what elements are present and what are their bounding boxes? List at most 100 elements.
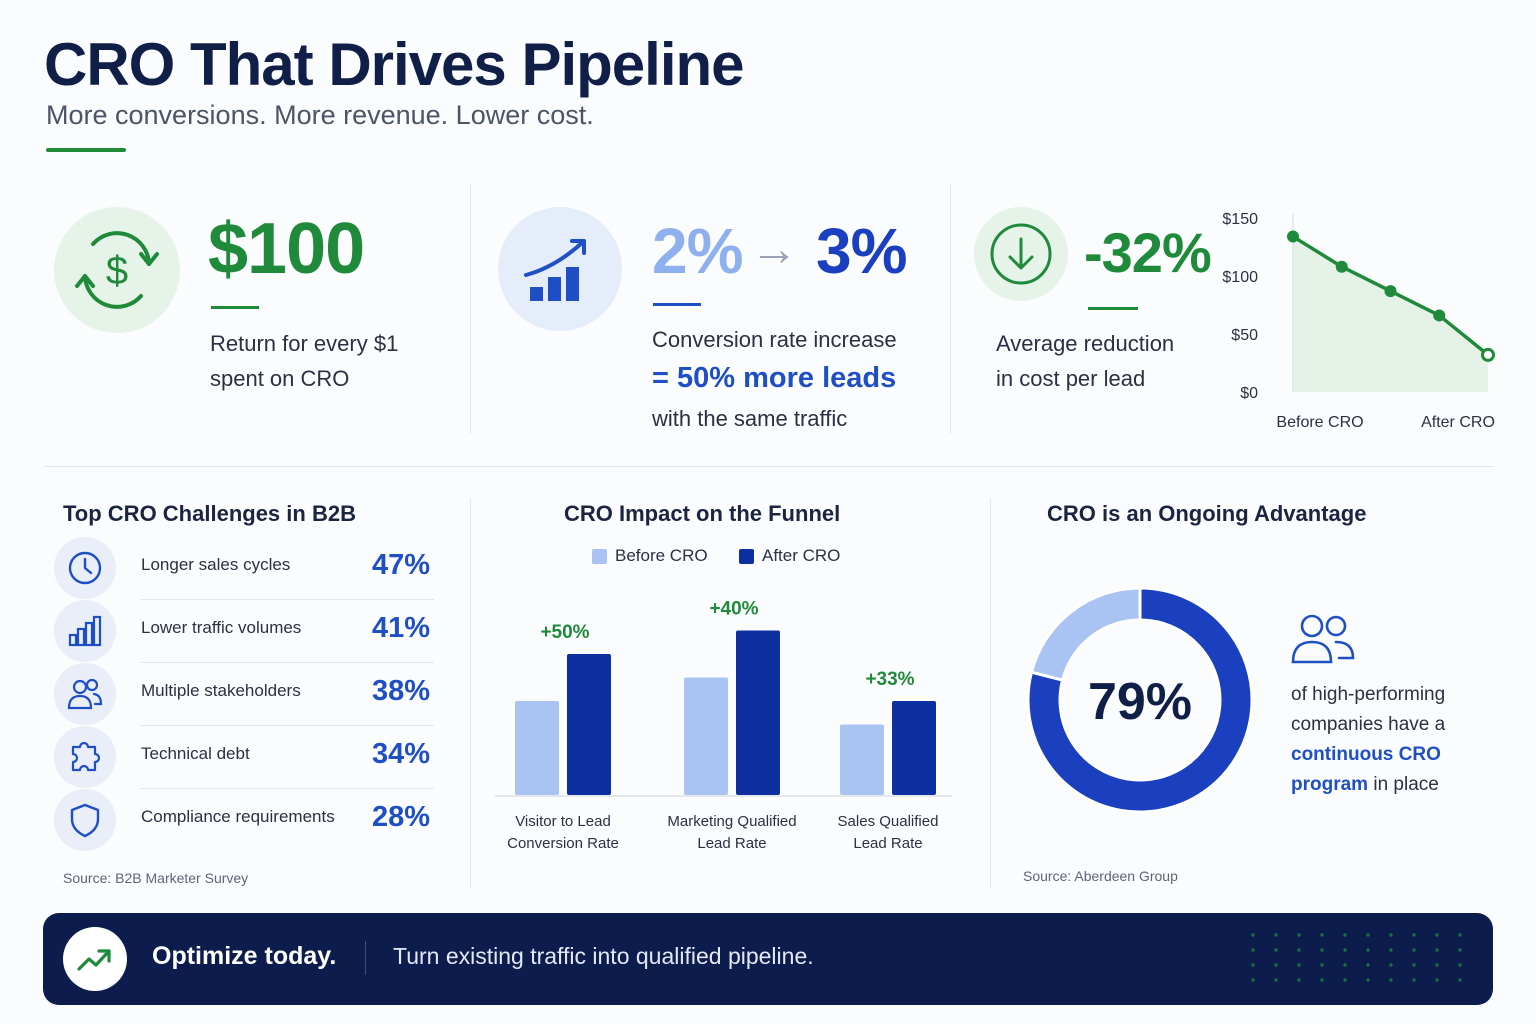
challenge-label: Multiple stakeholders — [141, 681, 301, 700]
challenge-row: Multiple stakeholders 38% — [54, 663, 434, 726]
bar-after — [567, 654, 611, 795]
y-tick-label: $100 — [1222, 269, 1258, 286]
funnel-title: CRO Impact on the Funnel — [564, 501, 841, 526]
trend-up-icon — [63, 927, 127, 991]
decorative-dot — [1297, 963, 1301, 967]
roi-text-line2: spent on CRO — [210, 366, 350, 391]
lift-label: +33% — [865, 669, 914, 690]
bar-before — [840, 724, 884, 795]
decorative-dot — [1366, 948, 1370, 952]
decorative-dot — [1274, 978, 1278, 982]
divider — [470, 184, 471, 434]
footer-headline: Optimize today. — [152, 942, 337, 970]
ongoing-text-line2: companies have a — [1291, 714, 1446, 735]
legend-swatch-before — [592, 548, 607, 564]
challenge-value: 34% — [371, 738, 430, 770]
title-accent-bar — [46, 148, 126, 152]
decorative-dot — [1320, 978, 1324, 982]
decorative-dot — [1251, 963, 1255, 967]
footer-text: Turn existing traffic into qualified pip… — [393, 943, 814, 969]
data-point — [1384, 285, 1397, 298]
decorative-dot — [1412, 963, 1416, 967]
challenge-value: 38% — [371, 675, 430, 707]
decorative-dot — [1320, 948, 1324, 952]
row-divider — [140, 662, 434, 663]
decorative-dot — [1251, 978, 1255, 982]
decorative-dot — [1297, 933, 1301, 937]
category-label: Sales Qualified — [838, 813, 939, 830]
challenges-title: Top CRO Challenges in B2B — [63, 501, 356, 526]
challenge-row: Technical debt 34% — [54, 726, 434, 789]
cost-underline — [1088, 307, 1138, 310]
decorative-dot — [1435, 933, 1439, 937]
decorative-dot — [1458, 933, 1462, 937]
challenges-source: Source: B2B Marketer Survey — [63, 870, 249, 886]
ongoing-text-highlight: continuous CRO — [1291, 744, 1441, 765]
roi-value: $100 — [208, 209, 365, 289]
funnel-bar-chart: +50% Visitor to Lead Conversion Rate +40% Ma… — [495, 599, 952, 852]
decorative-dot — [1320, 963, 1324, 967]
y-tick-label: $50 — [1231, 327, 1258, 344]
row-divider — [140, 788, 434, 789]
category-label: Conversion Rate — [507, 835, 619, 852]
category-label: Marketing Qualified — [667, 813, 796, 830]
legend-label-after: After CRO — [762, 546, 841, 565]
legend-swatch-after — [739, 548, 754, 564]
conversion-arrow: → — [750, 223, 798, 276]
conversion-text-highlight: = 50% more leads — [652, 362, 897, 394]
cost-per-lead-chart: $0 $50 $100 $150 Before CRO After CRO — [1222, 211, 1495, 431]
cost-value: -32% — [1084, 221, 1212, 284]
ongoing-source: Source: Aberdeen Group — [1023, 868, 1178, 884]
category-label: Lead Rate — [853, 835, 922, 852]
y-tick-label: $150 — [1222, 211, 1258, 228]
decorative-dot — [1320, 933, 1324, 937]
ongoing-donut-chart: 79% — [1026, 586, 1254, 814]
legend-label-before: Before CRO — [615, 546, 708, 565]
legend-after: After CRO — [739, 546, 840, 566]
conversion-to: 3% — [816, 215, 907, 287]
decorative-dot — [1435, 948, 1439, 952]
lift-label: +40% — [709, 599, 758, 620]
challenge-row: Lower traffic volumes 41% — [54, 600, 434, 663]
decorative-dot — [1251, 933, 1255, 937]
svg-text:$: $ — [106, 249, 128, 293]
donut-slice — [1029, 586, 1142, 682]
category-label: Lead Rate — [697, 835, 766, 852]
challenge-value: 47% — [371, 549, 430, 581]
ongoing-description: of high-performing companies have a cont… — [1291, 680, 1445, 800]
cost-text-line2: in cost per lead — [996, 366, 1146, 391]
divider — [990, 498, 991, 888]
challenge-label: Longer sales cycles — [141, 555, 291, 574]
decorative-dot — [1366, 933, 1370, 937]
page-subtitle: More conversions. More revenue. Lower co… — [46, 100, 594, 130]
conversion-text-line1: Conversion rate increase — [652, 327, 897, 352]
decorative-dot — [1435, 963, 1439, 967]
bar-after — [892, 701, 936, 795]
decorative-dot — [1458, 963, 1462, 967]
down-arrow-icon — [974, 207, 1068, 301]
conversion-underline — [653, 303, 701, 306]
decorative-dot — [1343, 963, 1347, 967]
conversion-text-line3: with the same traffic — [652, 406, 848, 431]
challenge-label: Technical debt — [141, 744, 250, 763]
bar-before — [684, 677, 728, 795]
roi-text-line1: Return for every $1 — [210, 331, 399, 356]
decorative-dot — [1458, 978, 1462, 982]
footer-divider — [365, 941, 366, 975]
decorative-dot — [1274, 933, 1278, 937]
ongoing-text-rest: in place — [1368, 774, 1439, 795]
decorative-dot — [1343, 948, 1347, 952]
growth-chart-icon — [498, 207, 622, 331]
divider — [950, 184, 951, 434]
challenge-row: Longer sales cycles 47% — [54, 537, 434, 600]
category-label: Visitor to Lead — [515, 813, 611, 830]
data-point — [1287, 230, 1299, 243]
decorative-dot — [1274, 963, 1278, 967]
decorative-dot — [1297, 948, 1301, 952]
bar-after — [736, 630, 780, 795]
challenge-label: Lower traffic volumes — [141, 618, 302, 637]
roi-underline — [211, 306, 259, 309]
data-point — [1433, 309, 1446, 322]
decorative-dot — [1412, 948, 1416, 952]
decorative-dot — [1343, 933, 1347, 937]
